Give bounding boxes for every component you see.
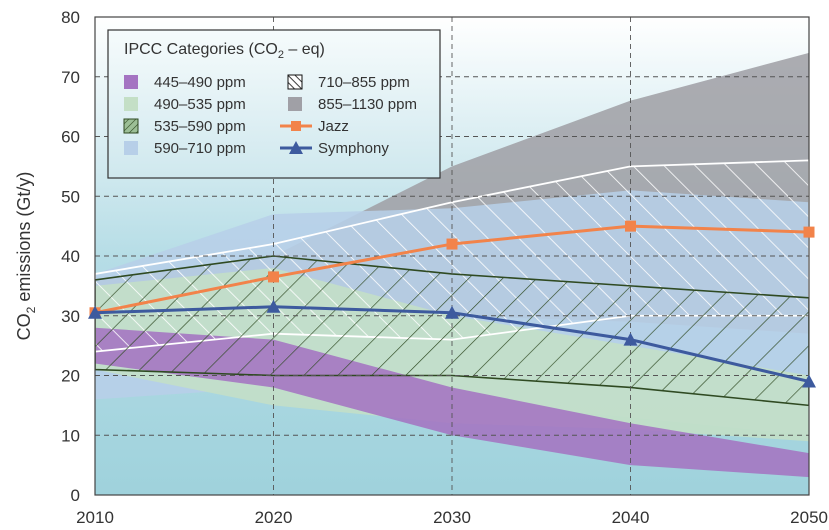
point-jazz-2030 xyxy=(446,238,458,250)
y-axis-ticks: 0 10 20 30 40 50 60 70 80 xyxy=(61,8,80,505)
y-tick-50: 50 xyxy=(61,187,80,206)
legend-label-710-855-ppm: 710–855 ppm xyxy=(318,74,410,91)
y-tick-70: 70 xyxy=(61,68,80,87)
legend-box xyxy=(107,29,441,179)
x-tick-2010: 2010 xyxy=(76,508,114,527)
point-symphony-2030 xyxy=(445,305,459,319)
y-tick-0: 0 xyxy=(71,486,80,505)
x-tick-2030: 2030 xyxy=(433,508,471,527)
x-tick-2050: 2050 xyxy=(790,508,828,527)
legend-swatch-symphony-marker xyxy=(289,141,303,154)
legend-label-590-710-ppm: 590–710 ppm xyxy=(154,140,246,157)
legend-swatch-445-490-ppm xyxy=(124,75,138,89)
legend-swatch-590-710-ppm xyxy=(124,141,138,155)
point-symphony-2010 xyxy=(88,305,102,319)
x-tick-2040: 2040 xyxy=(612,508,650,527)
legend-label-jazz: Jazz xyxy=(318,118,349,135)
y-tick-60: 60 xyxy=(61,128,80,147)
point-symphony-2040 xyxy=(623,332,638,346)
scenario-lines xyxy=(88,220,816,388)
y-tick-40: 40 xyxy=(61,247,80,266)
x-axis-ticks: 2010 2020 2030 2040 2050 xyxy=(76,508,828,527)
y-axis-label: CO2 emissions (Gt/y) xyxy=(14,172,38,341)
legend-label-535-590-ppm: 535–590 ppm xyxy=(154,118,246,135)
y-tick-20: 20 xyxy=(61,367,80,386)
legend-title: IPCC Categories (CO2 – eq) xyxy=(124,41,325,61)
y-tick-80: 80 xyxy=(61,8,80,27)
legend-label-symphony: Symphony xyxy=(318,140,389,157)
point-jazz-2020 xyxy=(268,271,279,283)
point-jazz-2050 xyxy=(803,226,815,238)
legend-entries: 445–490 ppm 490–535 ppm 535–590 ppm 590–710… xyxy=(123,74,417,157)
band-535-590-ppm-outline xyxy=(95,255,809,407)
legend: IPCC Categories (CO2 – eq) 445–490 ppm 49… xyxy=(107,29,441,179)
legend-swatch-535-590-ppm-hatch xyxy=(124,119,138,133)
legend-label-855-1130-ppm: 855–1130 ppm xyxy=(318,96,417,113)
legend-label-445-490-ppm: 445–490 ppm xyxy=(154,74,246,91)
legend-swatch-jazz-marker xyxy=(291,121,301,131)
legend-swatch-490-535-ppm xyxy=(124,97,138,111)
legend-label-490-535-ppm: 490–535 ppm xyxy=(154,96,246,113)
y-tick-10: 10 xyxy=(61,426,80,445)
legend-swatch-855-1130-ppm xyxy=(288,97,302,111)
y-tick-30: 30 xyxy=(61,307,80,326)
x-tick-2020: 2020 xyxy=(255,508,293,527)
plot-frame xyxy=(94,16,810,496)
point-jazz-2040 xyxy=(625,220,636,232)
point-symphony-2020 xyxy=(266,299,281,313)
legend-swatch-710-855-ppm-hatch xyxy=(288,75,302,89)
point-symphony-2050 xyxy=(802,374,816,388)
